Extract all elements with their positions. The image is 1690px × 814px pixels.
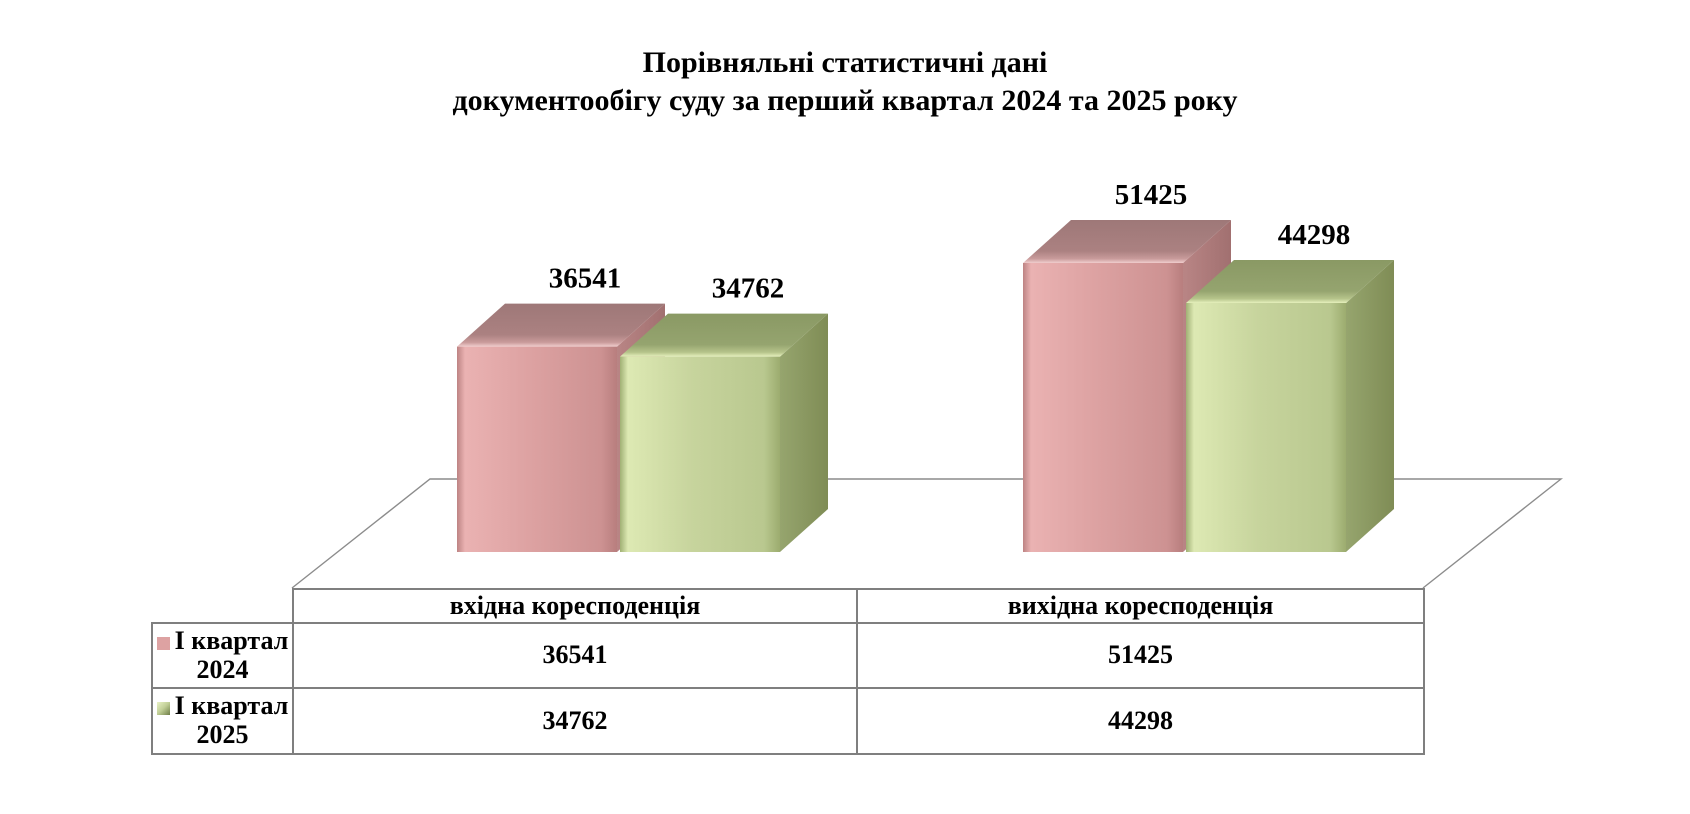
cell-2024-incoming: 36541 (292, 622, 858, 689)
bar-top-face (1023, 220, 1231, 263)
chart-title-line-2: документообігу суду за перший квартал 20… (452, 84, 1238, 117)
bar-top-face (457, 303, 665, 347)
series-2024-marker-icon (156, 636, 170, 650)
bar-front-face (620, 356, 780, 552)
column-header-outgoing: вихідна коресподенція (856, 588, 1425, 624)
data-labels-layer: 36541 51425 34762 44298 (549, 179, 1351, 305)
legend-label-2025: І квартал 2025 (174, 691, 289, 749)
bar-side-face (780, 313, 828, 552)
cell-2025-incoming: 34762 (292, 687, 858, 755)
legend-label-2024: І квартал 2024 (174, 625, 289, 684)
chart-title-line-1: Порівняльні статистичні дані (642, 46, 1048, 79)
bar-front-face (1023, 263, 1183, 552)
bar-data-label: 34762 (712, 273, 785, 305)
bar-data-label: 44298 (1278, 219, 1351, 251)
table-row: І квартал 2025 34762 44298 (151, 687, 1425, 755)
table-corner-spacer (152, 589, 293, 623)
bar-data-label: 51425 (1115, 179, 1188, 211)
bar-top-face (620, 313, 828, 357)
table-row: І квартал 2024 36541 51425 (151, 622, 1425, 689)
bar-s2-c2 (1186, 260, 1394, 552)
bar-top-face (1186, 260, 1394, 304)
bar-side-face (1346, 260, 1394, 552)
bar-front-face (457, 346, 617, 552)
legend-cell-2025: І квартал 2025 (151, 687, 294, 755)
column-header-incoming: вхідна коресподенція (292, 588, 858, 624)
floor-plane-outline (291, 478, 1564, 589)
data-table: вхідна коресподенція вихідна коресподенц… (151, 588, 1425, 755)
bar-data-label: 36541 (549, 263, 622, 295)
series-2025-marker-icon (156, 702, 170, 716)
cell-2025-outgoing: 44298 (856, 687, 1425, 755)
chart-title: Порівняльні статистичні дані документооб… (0, 44, 1690, 120)
bar-s2-c1 (620, 313, 828, 552)
bars-layer (457, 220, 1394, 552)
cell-2024-outgoing: 51425 (856, 622, 1425, 689)
bar-front-face (1186, 303, 1346, 552)
legend-cell-2024: І квартал 2024 (151, 622, 294, 689)
